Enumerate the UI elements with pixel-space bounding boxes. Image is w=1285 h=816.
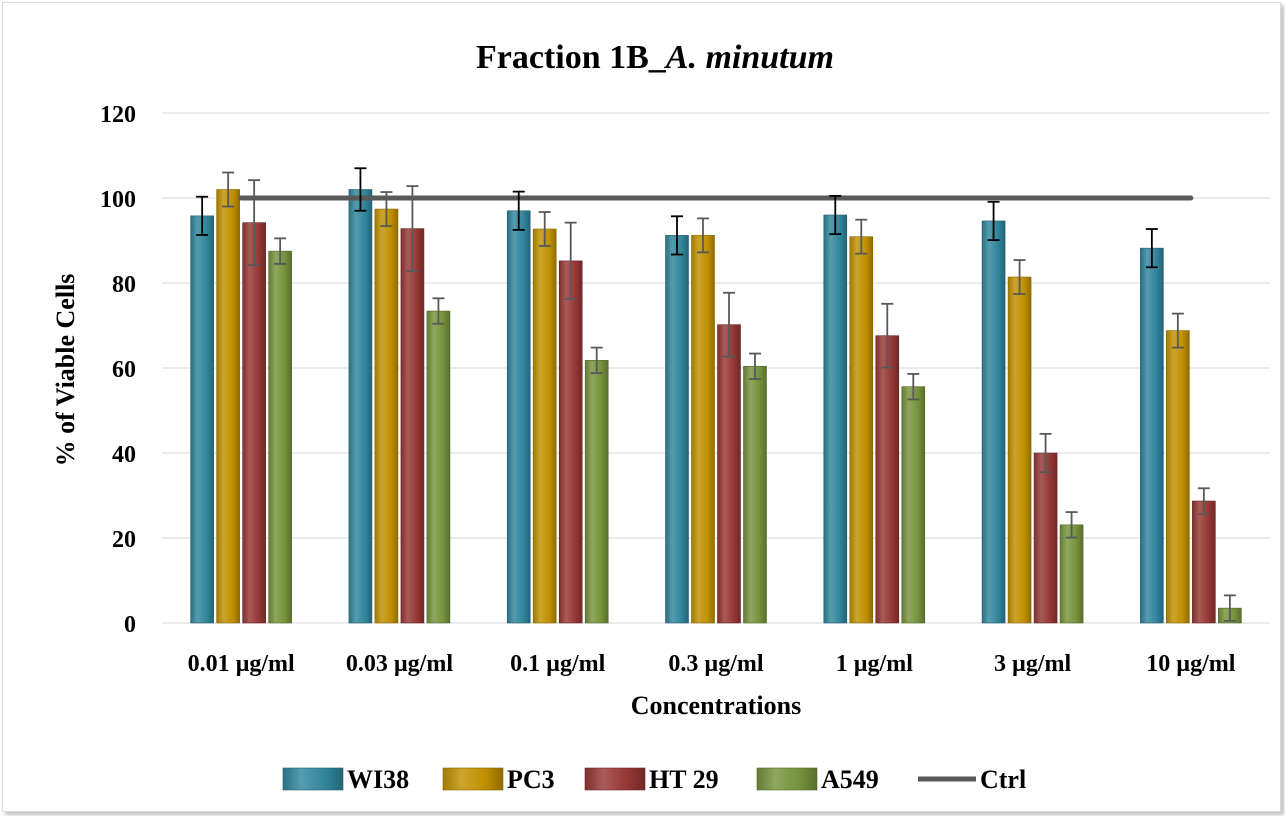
y-tick-label: 60	[112, 357, 136, 383]
bar-ht29	[1033, 452, 1058, 624]
error-bars	[196, 167, 1236, 622]
legend-label: Ctrl	[980, 765, 1026, 794]
bar-wi38	[506, 210, 531, 624]
bar-ht29	[1192, 500, 1216, 624]
bar-wi38	[1140, 247, 1164, 624]
bar-ht29	[875, 335, 900, 624]
bar-a549	[584, 360, 609, 624]
y-tick-label: 120	[100, 102, 136, 128]
y-tick-label: 100	[100, 187, 136, 213]
bar-wi38	[981, 220, 1006, 624]
bar-a549	[901, 386, 926, 624]
x-tick-label: 3 µg/ml	[994, 651, 1071, 677]
bar-wi38	[665, 235, 689, 624]
legend-swatch-pc3	[442, 767, 504, 791]
legend-label: WI38	[347, 765, 409, 794]
bar-a549	[426, 310, 451, 624]
y-axis-label: % of Viable Cells	[51, 274, 80, 467]
bar-pc3	[1166, 330, 1190, 624]
bar-a549	[1059, 524, 1084, 624]
gridlines	[162, 112, 1270, 624]
bar-a549	[268, 250, 292, 624]
chart-title: Fraction 1B_A. minutum	[476, 39, 834, 76]
y-tick-label: 0	[124, 612, 136, 638]
bar-pc3	[216, 189, 240, 624]
bar-wi38	[190, 215, 214, 624]
x-tick-label: 0.3 µg/ml	[668, 651, 763, 677]
bar-pc3	[374, 208, 399, 624]
legend-swatch-wi38	[282, 767, 344, 791]
y-tick-label: 20	[112, 527, 136, 553]
bar-ht29	[558, 260, 583, 624]
bar-wi38	[348, 189, 373, 624]
x-tick-label: 1 µg/ml	[836, 651, 913, 677]
bar-ht29	[242, 222, 266, 624]
x-tick-label: 0.01 µg/ml	[188, 651, 295, 677]
bar-wi38	[823, 214, 848, 624]
x-tick-label: 10 µg/ml	[1146, 651, 1235, 677]
bar-pc3	[691, 235, 715, 624]
legend-label: A549	[821, 765, 879, 794]
legend: WI38 PC3 HT 29 A549 Ctrl	[282, 765, 1026, 794]
x-axis-label: Concentrations	[631, 691, 801, 720]
legend-label: HT 29	[649, 765, 719, 794]
bar-ht29	[400, 228, 425, 624]
legend-label: PC3	[507, 765, 555, 794]
x-tick-label: 0.03 µg/ml	[346, 651, 453, 677]
bar-pc3	[849, 236, 874, 624]
bar-ht29	[717, 324, 741, 624]
tick-labels: 0 20 40 60 80 100 120 0.01 µg/ml 0.03 µg/ml 0.1 µ…	[100, 102, 1236, 677]
bars	[190, 189, 1242, 624]
legend-swatch-ht29	[584, 767, 646, 791]
bar-pc3	[1007, 276, 1032, 624]
y-tick-label: 40	[112, 442, 136, 468]
legend-swatch-a549	[756, 767, 818, 791]
y-tick-label: 80	[112, 272, 136, 298]
bar-pc3	[532, 228, 557, 624]
bar-a549	[743, 365, 767, 624]
x-tick-label: 0.1 µg/ml	[510, 651, 605, 677]
